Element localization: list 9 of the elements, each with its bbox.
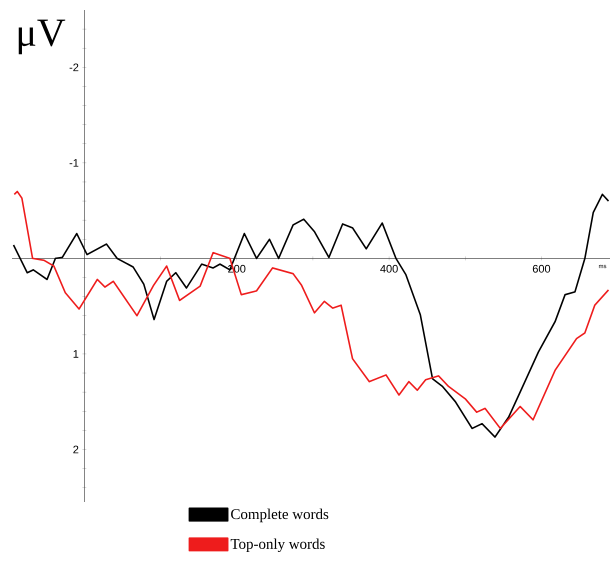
x-tick-label: 400 (380, 264, 398, 273)
y-tick-label: 1 (74, 350, 78, 358)
y-tick-label: 2 (73, 446, 78, 454)
x-tick-label: 600 (532, 264, 550, 273)
y-axis-title: μV (18, 20, 66, 54)
y-tick-label: -1 (70, 159, 78, 167)
legend-label: Top-only words (230, 538, 325, 552)
y-tick-label: -2 (70, 64, 78, 72)
legend-label: Complete words (231, 508, 328, 522)
